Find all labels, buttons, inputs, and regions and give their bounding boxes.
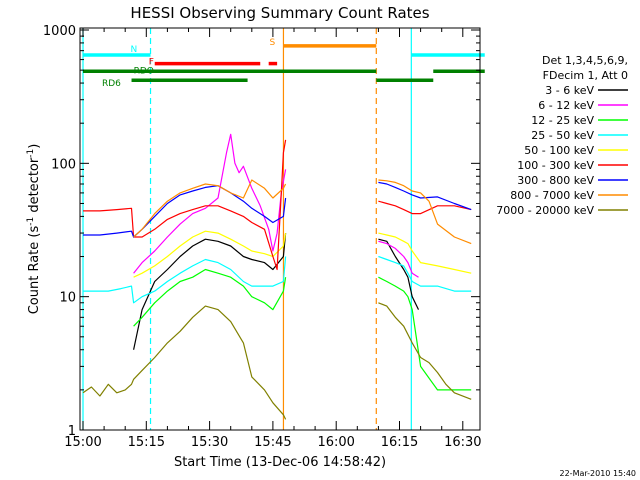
- x-axis-label: Start Time (13-Dec-06 14:58:42): [174, 455, 386, 470]
- x-tick-label-1: 15:15: [128, 435, 165, 450]
- legend-header-1: FDecim 1, Att 0: [543, 69, 628, 82]
- series-line-0: [133, 233, 287, 350]
- x-tick-label-2: 15:30: [191, 435, 228, 450]
- series-line-after-gap-4: [378, 232, 472, 274]
- legend-label-5: 100 - 300 keV: [517, 159, 594, 172]
- series-line-after-gap-6: [378, 181, 472, 211]
- legend-label-0: 3 - 6 keV: [545, 84, 594, 97]
- flag-label-1: F: [149, 58, 154, 68]
- series-line-8: [82, 305, 287, 420]
- series-line-7: [133, 179, 287, 238]
- flag-label-0: N: [131, 45, 138, 55]
- legend-label-2: 12 - 25 keV: [531, 114, 594, 127]
- y-axis-label-mid: detector: [27, 157, 42, 217]
- series-line-after-gap-1: [378, 240, 419, 278]
- footer-date: 22-Mar-2010 15:40: [560, 469, 637, 478]
- x-tick-label-0: 15:00: [64, 435, 101, 450]
- legend-header-0: Det 1,3,4,5,6,9,: [542, 54, 628, 67]
- y-tick-label-0: 1: [68, 424, 76, 439]
- y-tick-label-3: 1000: [43, 24, 76, 39]
- series-line-after-gap-0: [378, 238, 420, 310]
- x-tick-label-4: 16:00: [317, 435, 354, 450]
- series-line-after-gap-2: [378, 276, 472, 391]
- series-line-after-gap-5: [378, 200, 472, 215]
- legend-label-3: 25 - 50 keV: [531, 129, 594, 142]
- series-line-2: [133, 268, 287, 327]
- y-axis-label-end: ): [27, 144, 42, 149]
- legend: Det 1,3,4,5,6,9, FDecim 1, Att 0 3 - 6 keV…: [496, 54, 628, 217]
- series-line-after-gap-7: [378, 179, 472, 245]
- plot-frame: [79, 27, 481, 431]
- legend-label-7: 800 - 7000 keV: [510, 189, 594, 202]
- series-line-6: [83, 185, 287, 238]
- series-line-5: [83, 139, 287, 271]
- legend-label-1: 6 - 12 keV: [538, 99, 594, 112]
- x-tick-label-5: 16:15: [381, 435, 418, 450]
- y-tick-label-1: 10: [59, 291, 76, 306]
- y-axis-label-main: Count Rate (s: [27, 226, 42, 315]
- flag-label-2: S: [269, 38, 275, 48]
- x-tick-label-6: 16:30: [444, 435, 481, 450]
- series-line-4: [133, 230, 287, 278]
- axis-ticks: 15:00 15:15 15:30 15:45 16:00 16:15 16:30 1 10 10…: [43, 24, 482, 450]
- legend-label-6: 300 - 800 keV: [517, 174, 594, 187]
- series-line-1: [133, 133, 287, 274]
- y-axis-label-sup2: -1: [26, 149, 36, 158]
- plot-content: [82, 28, 472, 430]
- legend-label-8: 7000 - 20000 keV: [496, 204, 594, 217]
- flag-label-4: RD6: [102, 79, 121, 89]
- y-axis-label-sup1: -1: [26, 217, 36, 226]
- series-line-after-gap-3: [378, 255, 472, 292]
- flag-label-3: RDO: [134, 66, 154, 76]
- series-line-after-gap-8: [378, 302, 472, 400]
- y-tick-label-2: 100: [51, 157, 76, 172]
- y-axis-label: Count Rate (s-1 detector-1): [26, 144, 42, 315]
- x-tick-label-3: 15:45: [254, 435, 291, 450]
- flag-bars: N F S RDO RD6: [83, 38, 485, 89]
- legend-label-4: 50 - 100 keV: [524, 144, 594, 157]
- chart-title: HESSI Observing Summary Count Rates: [130, 4, 429, 22]
- series-line-3: [83, 256, 287, 304]
